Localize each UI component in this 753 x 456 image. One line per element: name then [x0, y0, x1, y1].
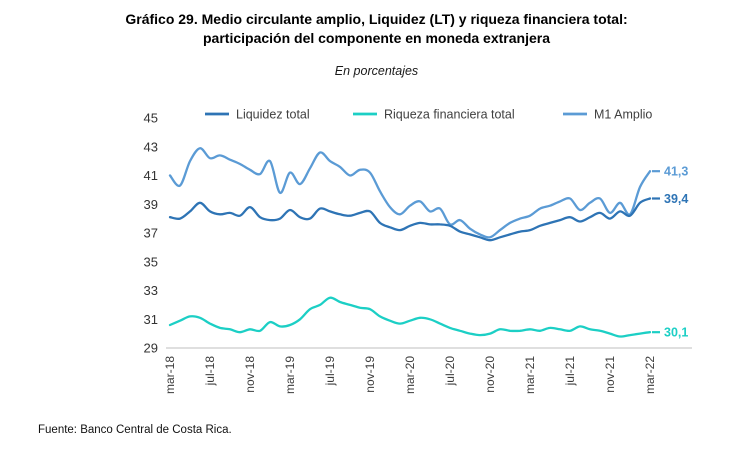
x-axis-tick-label: nov-18 [243, 356, 257, 393]
x-axis-tick-label: mar-21 [523, 356, 537, 394]
x-axis-tick-label: mar-18 [163, 356, 177, 394]
line-riqueza-financiera-total [168, 296, 652, 338]
chart-subtitle: En porcentajes [334, 64, 419, 78]
y-axis-tick-label: 45 [144, 111, 158, 126]
y-axis-tick-label: 39 [144, 197, 158, 212]
y-axis-tick-label: 33 [144, 283, 158, 298]
x-axis-tick-label: mar-20 [403, 356, 417, 394]
line-chart: 29 31 33 35 37 39 41 43 45 mar-18 jul-18 nov-18 mar-… [144, 108, 692, 394]
x-axis-tick-label: nov-21 [603, 356, 617, 393]
x-axis-tick-label: jul-19 [323, 356, 337, 387]
chart-title-line2: participación del componente en moneda e… [203, 30, 550, 46]
source-note: Fuente: Banco Central de Costa Rica. [38, 424, 232, 436]
x-axis-tick-label: mar-22 [643, 356, 657, 394]
x-axis-tick-label: jul-18 [203, 356, 217, 387]
y-axis-tick-label: 31 [144, 312, 158, 327]
x-axis-tick-label: nov-20 [483, 356, 497, 393]
legend-label-riqueza-financiera-total: Riqueza financiera total [384, 108, 515, 122]
y-axis-tick-label: 29 [144, 341, 158, 356]
x-axis-tick-label: jul-20 [443, 356, 457, 387]
y-axis-tick-label: 37 [144, 226, 158, 241]
end-label-m1-amplio: 41,3 [664, 165, 688, 179]
end-label-liquidez-total: 39,4 [664, 192, 688, 206]
chart-title-line1: Gráfico 29. Medio circulante amplio, Liq… [125, 11, 628, 27]
line-m1-amplio [168, 147, 652, 239]
chart-title: Gráfico 29. Medio circulante amplio, Liq… [0, 10, 753, 48]
end-label-riqueza-financiera-total: 30,1 [664, 326, 688, 340]
legend-label-liquidez-total: Liquidez total [236, 108, 310, 122]
legend-label-m1-amplio: M1 Amplio [594, 108, 652, 122]
x-axis-tick-label: nov-19 [363, 356, 377, 393]
x-axis-tick-label: mar-19 [283, 356, 297, 394]
x-axis-tick-label: jul-21 [563, 356, 577, 387]
y-axis-tick-label: 35 [144, 254, 158, 269]
line-liquidez-total [168, 197, 652, 242]
y-axis-tick-label: 41 [144, 168, 158, 183]
y-axis-tick-label: 43 [144, 139, 158, 154]
